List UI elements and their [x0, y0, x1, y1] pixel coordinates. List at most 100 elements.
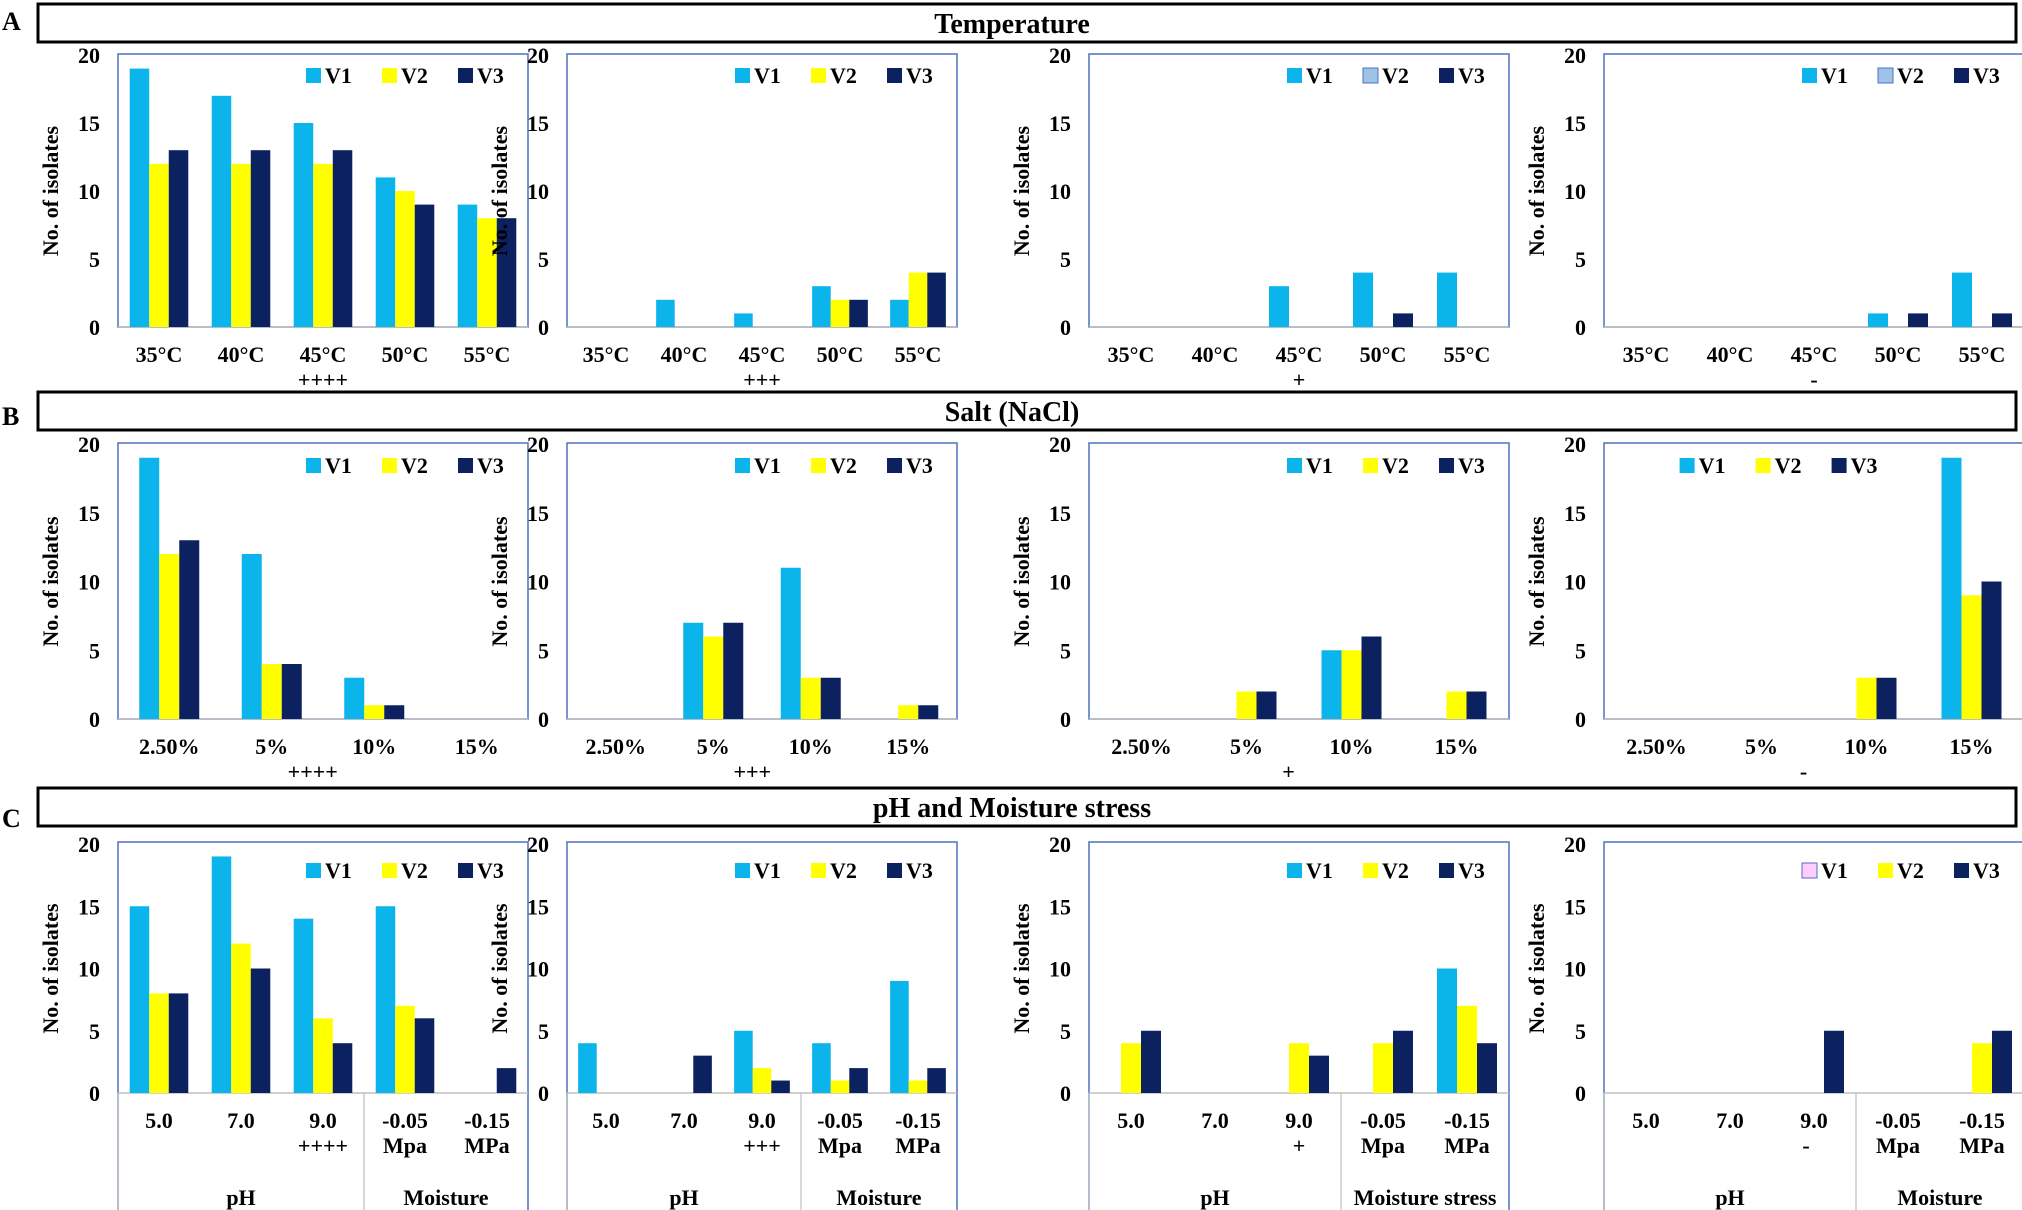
legend-label-v2: V2: [1897, 63, 1924, 88]
y-tick-label: 10: [527, 570, 549, 595]
legend-label-v1: V1: [1821, 63, 1848, 88]
x-tick-label: 5.0: [145, 1108, 173, 1133]
x-tick-label: -0.05: [1875, 1108, 1921, 1133]
bar-v1: [1952, 272, 1972, 327]
bar-v1: [1353, 272, 1373, 327]
legend-swatch-v1: [1287, 68, 1302, 83]
significance-annotation: ++++: [288, 759, 338, 784]
y-tick-label: 0: [1575, 315, 1586, 340]
x-tick-label: 7.0: [670, 1108, 698, 1133]
plot-frame: [1088, 442, 1510, 720]
legend-label-v3: V3: [1851, 453, 1878, 478]
x-tick-label: 5%: [697, 734, 730, 759]
bar-v3: [179, 540, 200, 719]
bar-v2: [1972, 1043, 1992, 1093]
x-tick-label: 50°C: [817, 342, 864, 367]
chart-1-2: 0 5 10 15 20 No. of isolates V1 V2 V3 2.50% 5% 10% 1…: [1009, 432, 1510, 784]
chart-2-1: 0 5 10 15 20 No. of isolates V1 V2 V3 5.0 7.0 9.0 -0…: [487, 832, 958, 1210]
y-tick-label: 0: [1060, 1081, 1071, 1106]
y-tick-label: 5: [538, 1019, 549, 1044]
y-tick-label: 20: [1564, 432, 1586, 457]
x-tick-label: 9.0: [748, 1108, 776, 1133]
legend-label-v1: V1: [1306, 63, 1333, 88]
bar-v1: [139, 457, 160, 719]
y-tick-label: 5: [89, 638, 100, 663]
legend-label-v1: V1: [1306, 453, 1333, 478]
x-tick-label: 5%: [1230, 734, 1263, 759]
significance-annotation: +: [1282, 759, 1295, 784]
y-tick-label: 10: [1564, 570, 1586, 595]
group-label: pH: [226, 1185, 255, 1210]
legend-label-v1: V1: [325, 63, 352, 88]
bar-v3: [332, 1043, 353, 1093]
bar-v1: [683, 622, 704, 719]
legend-label-v2: V2: [401, 453, 428, 478]
legend-label-v2: V2: [830, 63, 857, 88]
bar-v2: [898, 705, 919, 719]
bar-v3: [281, 664, 302, 719]
y-tick-label: 10: [1049, 179, 1071, 204]
x-tick-label: 5.0: [1632, 1108, 1660, 1133]
bar-v3: [1141, 1030, 1161, 1093]
x-tick-label: 40°C: [218, 342, 265, 367]
legend-swatch-v1: [735, 863, 750, 878]
chart-2-0: 0 5 10 15 20 No. of isolates V1 V2 V3 5.0 7.0 9.0 -0…: [38, 832, 529, 1210]
legend-swatch-v2: [382, 458, 397, 473]
legend-swatch-v1: [306, 863, 321, 878]
x-tick-label: 2.50%: [1111, 734, 1172, 759]
legend-label-v2: V2: [1897, 858, 1924, 883]
x-tick-label: -0.15: [1444, 1108, 1490, 1133]
significance-annotation: +: [1293, 367, 1306, 392]
legend-swatch-v3: [1439, 863, 1454, 878]
bar-v2: [1457, 1005, 1477, 1093]
bar-v1: [1437, 968, 1457, 1093]
y-tick-label: 0: [1575, 707, 1586, 732]
bar-v3: [496, 1068, 517, 1093]
legend-swatch-v2: [1755, 458, 1771, 473]
y-tick-label: 15: [1564, 111, 1586, 136]
x-tick-label: 15%: [1435, 734, 1479, 759]
y-axis-label: No. of isolates: [38, 903, 63, 1034]
x-tick-label: 55°C: [1444, 342, 1491, 367]
significance-annotation: ++++: [298, 367, 348, 392]
bar-v2: [1236, 691, 1257, 719]
bar-v2: [159, 554, 180, 719]
bar-v2: [395, 1005, 415, 1093]
y-axis-label: No. of isolates: [1524, 125, 1549, 256]
x-tick-label: 5.0: [592, 1108, 620, 1133]
chart-2-3: 0 5 10 15 20 No. of isolates V1 V2 V3 5.0 7.0 9.0 -0…: [1524, 832, 2022, 1210]
y-tick-label: 15: [1049, 894, 1071, 919]
y-tick-label: 10: [527, 957, 549, 982]
x-tick-label: 7.0: [227, 1108, 255, 1133]
legend-swatch-v2: [1878, 863, 1893, 878]
legend-label-v2: V2: [830, 858, 857, 883]
x-tick-label: 10%: [789, 734, 833, 759]
bar-v2: [313, 1018, 333, 1093]
y-axis-label: No. of isolates: [487, 903, 512, 1034]
y-tick-label: 5: [1575, 638, 1586, 663]
x-tick-label: 5.0: [1117, 1108, 1145, 1133]
legend-swatch-v3: [1439, 458, 1454, 473]
legend-swatch-v1: [306, 458, 321, 473]
x-tick-label: Mpa: [1876, 1133, 1920, 1158]
legend-swatch-v3: [1954, 68, 1969, 83]
group-label: Moisture: [1897, 1185, 1982, 1210]
x-tick-label: 35°C: [136, 342, 183, 367]
x-tick-label: -0.15: [464, 1108, 510, 1133]
legend-swatch-v2: [382, 863, 397, 878]
bar-v2: [477, 218, 497, 327]
legend-swatch-v2: [1363, 458, 1378, 473]
bar-v2: [908, 272, 928, 327]
bar-v2: [1341, 650, 1362, 719]
legend-label-v2: V2: [1382, 63, 1409, 88]
x-tick-label: 50°C: [1875, 342, 1922, 367]
legend-swatch-v3: [1954, 863, 1969, 878]
y-tick-label: 15: [527, 894, 549, 919]
plot-frame: [566, 841, 958, 1210]
group-label: Moisture stress: [1354, 1185, 1497, 1210]
chart-0-0: 0 5 10 15 20 No. of isolates V1 V2 V3 35°C 40°C 45°…: [38, 43, 529, 392]
bar-v3: [414, 204, 435, 327]
bar-v1: [211, 95, 232, 327]
x-tick-label: 45°C: [1791, 342, 1838, 367]
legend-label-v3: V3: [906, 858, 933, 883]
